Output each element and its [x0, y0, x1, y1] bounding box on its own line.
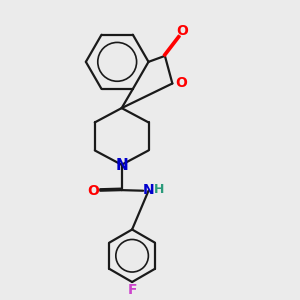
Text: N: N: [143, 182, 154, 197]
Text: N: N: [115, 158, 128, 173]
Text: O: O: [175, 76, 187, 91]
Text: O: O: [176, 24, 188, 38]
Text: O: O: [88, 184, 100, 198]
Text: F: F: [128, 284, 137, 297]
Text: H: H: [154, 183, 165, 196]
